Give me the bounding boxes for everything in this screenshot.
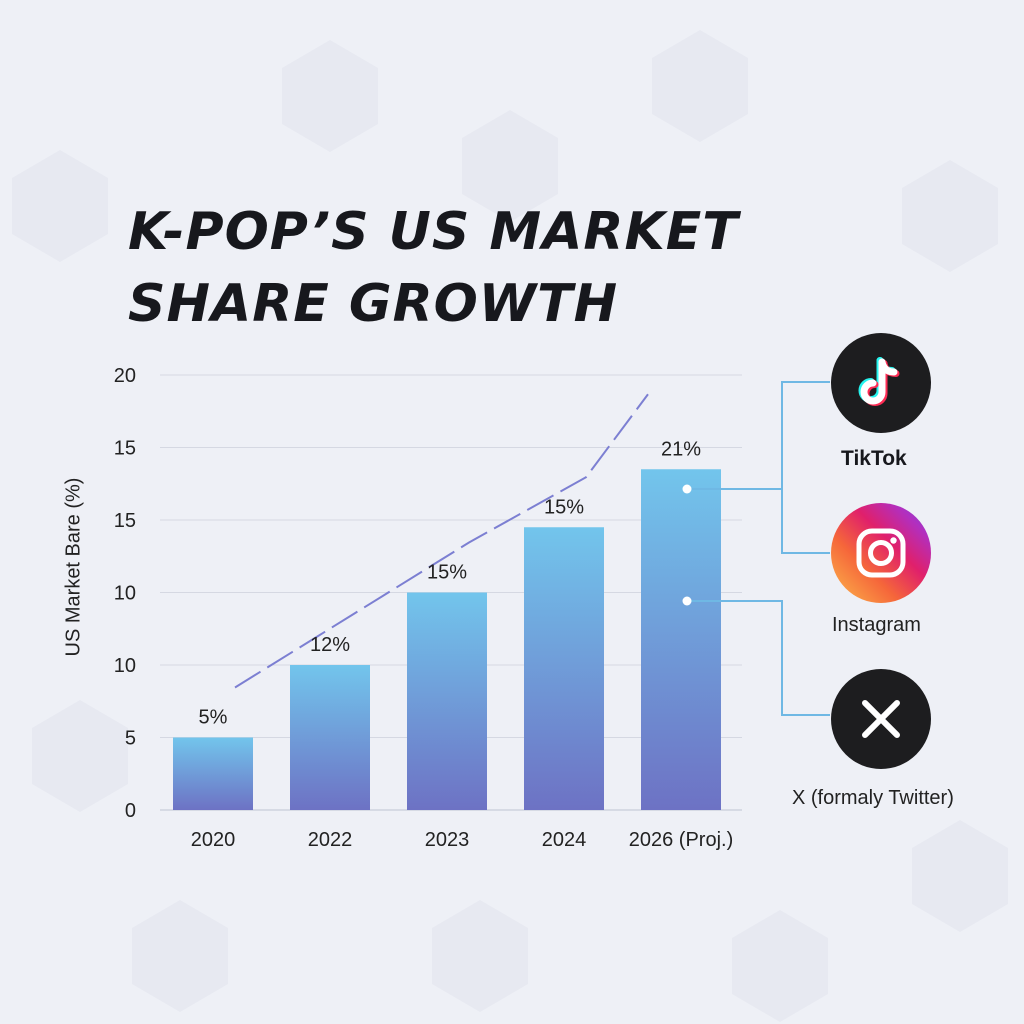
- tiktok-item: [830, 333, 932, 433]
- x-tick-label: 2026 (Proj.): [629, 829, 734, 851]
- bar-2023: [407, 592, 487, 810]
- x-icon: [831, 669, 931, 769]
- y-tick-label: 0: [125, 800, 136, 822]
- instagram-icon: [831, 503, 931, 603]
- tiktok-label: TikTok: [841, 447, 907, 470]
- x-connector: [690, 600, 830, 716]
- bar-2022: [290, 665, 370, 810]
- x-item: [830, 669, 932, 769]
- y-tick-label: 20: [114, 365, 136, 387]
- title-line-1: K-POP’S US MARKET: [128, 202, 739, 262]
- instagram-connector: [781, 489, 830, 554]
- chart-title: K-POP’S US MARKET SHARE GROWTH: [128, 196, 739, 340]
- data-label: 15%: [544, 496, 584, 518]
- bar-2020: [173, 737, 253, 810]
- x-tick-label: 2023: [425, 829, 470, 851]
- y-tick-label: 15: [114, 438, 136, 460]
- data-label: 21%: [661, 438, 701, 460]
- bar-2026 (Proj.): [641, 469, 721, 810]
- y-tick-label: 15: [114, 510, 136, 532]
- instagram-item: [830, 503, 932, 603]
- data-label: 12%: [310, 634, 350, 656]
- x-label: X (formaly Twitter): [792, 787, 954, 809]
- x-tick-label: 2024: [542, 829, 587, 851]
- title-line-2: SHARE GROWTH: [128, 274, 619, 334]
- trend-line: [234, 393, 649, 689]
- tiktok-connector: [690, 381, 830, 490]
- connector-dot: [682, 596, 692, 606]
- data-label: 15%: [427, 562, 467, 584]
- y-tick-label: 10: [114, 655, 136, 677]
- connector-dot: [682, 484, 692, 494]
- x-tick-label: 2022: [308, 829, 353, 851]
- x-tick-label: 2020: [191, 829, 236, 851]
- y-tick-label: 5: [125, 728, 136, 750]
- tiktok-icon: [831, 333, 931, 433]
- y-tick-label: 10: [114, 583, 136, 605]
- data-label: 5%: [199, 707, 228, 729]
- bar-2024: [524, 527, 604, 810]
- instagram-label: Instagram: [832, 614, 921, 636]
